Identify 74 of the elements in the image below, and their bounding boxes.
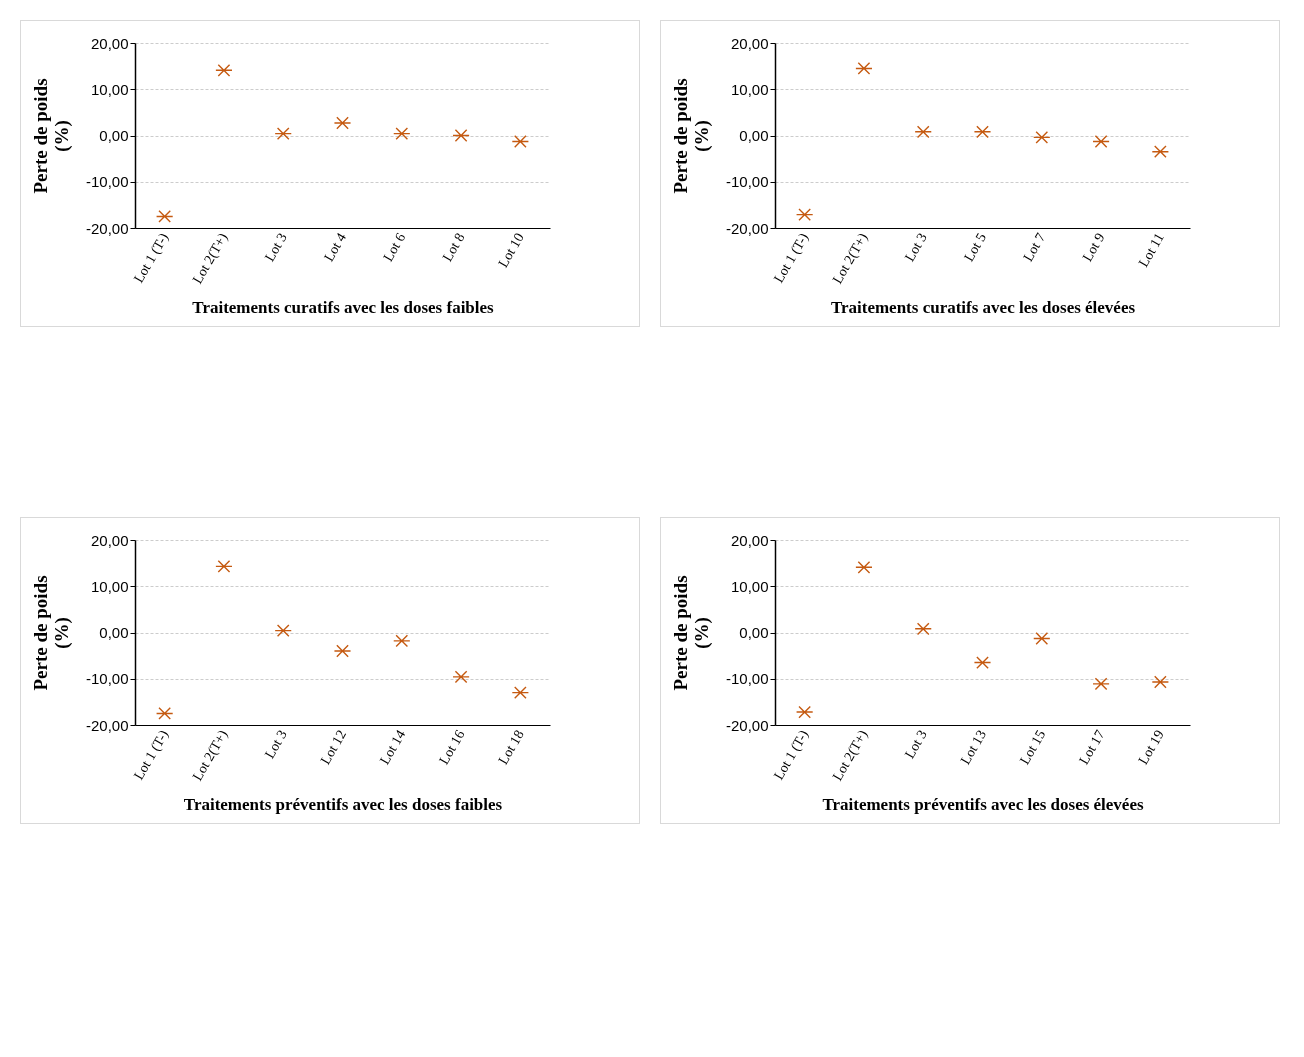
x-axis-title: Traitements préventifs avec les doses élevées <box>822 795 1144 815</box>
y-tick-label: -20,00 <box>85 219 129 237</box>
y-tick-label: 20,00 <box>730 34 769 52</box>
y-axis-title: Perte de poids (%) <box>669 78 713 194</box>
y-tick-label: 0,00 <box>99 127 129 144</box>
y-tick-label: -20,00 <box>725 716 769 734</box>
x-tick-label: Lot 18 <box>495 727 527 767</box>
point <box>333 644 352 658</box>
point <box>333 116 352 130</box>
x-tick-label: Lot 7 <box>1020 230 1049 264</box>
y-tick-label: 20,00 <box>90 34 129 52</box>
x-tick-label: Lot 3 <box>901 230 930 264</box>
x-tick-label: Lot 4 <box>321 230 350 264</box>
x-tick-label: Lot 15 <box>1016 727 1049 767</box>
x-tick-label: Lot 13 <box>957 727 990 767</box>
y-tick-label: 20,00 <box>730 531 769 549</box>
x-tick-label: Lot 11 <box>1135 230 1167 270</box>
point <box>215 63 233 77</box>
x-axis-title: Traitements curatifs avec les doses élevées <box>830 298 1136 318</box>
x-axis-title: Traitements préventifs avec les doses faibles <box>183 795 503 815</box>
x-tick-label: Lot 10 <box>495 230 527 270</box>
x-tick-label: Lot 12 <box>317 727 350 767</box>
x-tick-label: Lot 1 (T-) <box>130 230 173 286</box>
y-tick-label: 0,00 <box>739 127 769 144</box>
point <box>1092 135 1110 148</box>
point <box>1092 677 1110 691</box>
y-axis-title: Perte de poids (%) <box>29 78 73 194</box>
x-tick-label: Lot 14 <box>376 727 409 767</box>
point <box>1033 632 1051 645</box>
x-tick-label: Lot 9 <box>1079 230 1108 264</box>
y-tick-label: -20,00 <box>85 716 129 734</box>
x-tick-label: Lot 17 <box>1076 727 1108 767</box>
x-tick-label: Lot 1 (T-) <box>130 727 173 783</box>
x-tick-label: Lot 1 (T-) <box>770 727 813 783</box>
x-tick-label: Lot 5 <box>961 230 990 264</box>
point <box>393 634 411 648</box>
point <box>274 624 292 637</box>
point <box>855 560 873 574</box>
point <box>215 560 233 573</box>
x-tick-label: Lot 3 <box>901 727 930 761</box>
point <box>452 670 470 684</box>
y-tick-label: -10,00 <box>85 670 129 688</box>
y-tick-label: 10,00 <box>730 80 769 98</box>
x-axis-title: Traitements curatifs avec les doses faibles <box>192 298 495 318</box>
y-tick-label: -10,00 <box>85 173 129 191</box>
point <box>274 127 292 140</box>
y-tick-label: -10,00 <box>725 670 769 688</box>
y-tick-label: -10,00 <box>725 173 769 191</box>
y-tick-label: 20,00 <box>90 531 129 549</box>
x-tick-label: Lot 8 <box>439 230 468 264</box>
point <box>855 62 873 75</box>
x-tick-label: Lot 1 (T-) <box>770 230 813 286</box>
point <box>1151 675 1170 689</box>
point <box>914 125 932 139</box>
y-tick-label: 10,00 <box>730 577 769 595</box>
point <box>795 705 814 719</box>
x-tick-label: Lot 3 <box>261 727 290 761</box>
y-axis-title: Perte de poids (%) <box>669 575 713 691</box>
y-tick-label: -20,00 <box>725 219 769 237</box>
x-tick-label: Lot 6 <box>380 230 409 264</box>
x-tick-label: Lot 16 <box>436 727 468 767</box>
point <box>1151 145 1170 159</box>
y-tick-label: 10,00 <box>90 577 129 595</box>
x-tick-label: Lot 19 <box>1135 727 1167 767</box>
point <box>393 127 411 140</box>
point <box>1033 131 1051 144</box>
y-axis-title: Perte de poids (%) <box>29 575 73 691</box>
x-tick-label: Lot 3 <box>261 230 290 264</box>
point <box>452 129 470 142</box>
point <box>973 125 992 139</box>
point <box>914 622 932 636</box>
y-tick-label: 10,00 <box>90 80 129 98</box>
y-tick-label: 0,00 <box>99 624 129 641</box>
y-tick-label: 0,00 <box>739 624 769 641</box>
